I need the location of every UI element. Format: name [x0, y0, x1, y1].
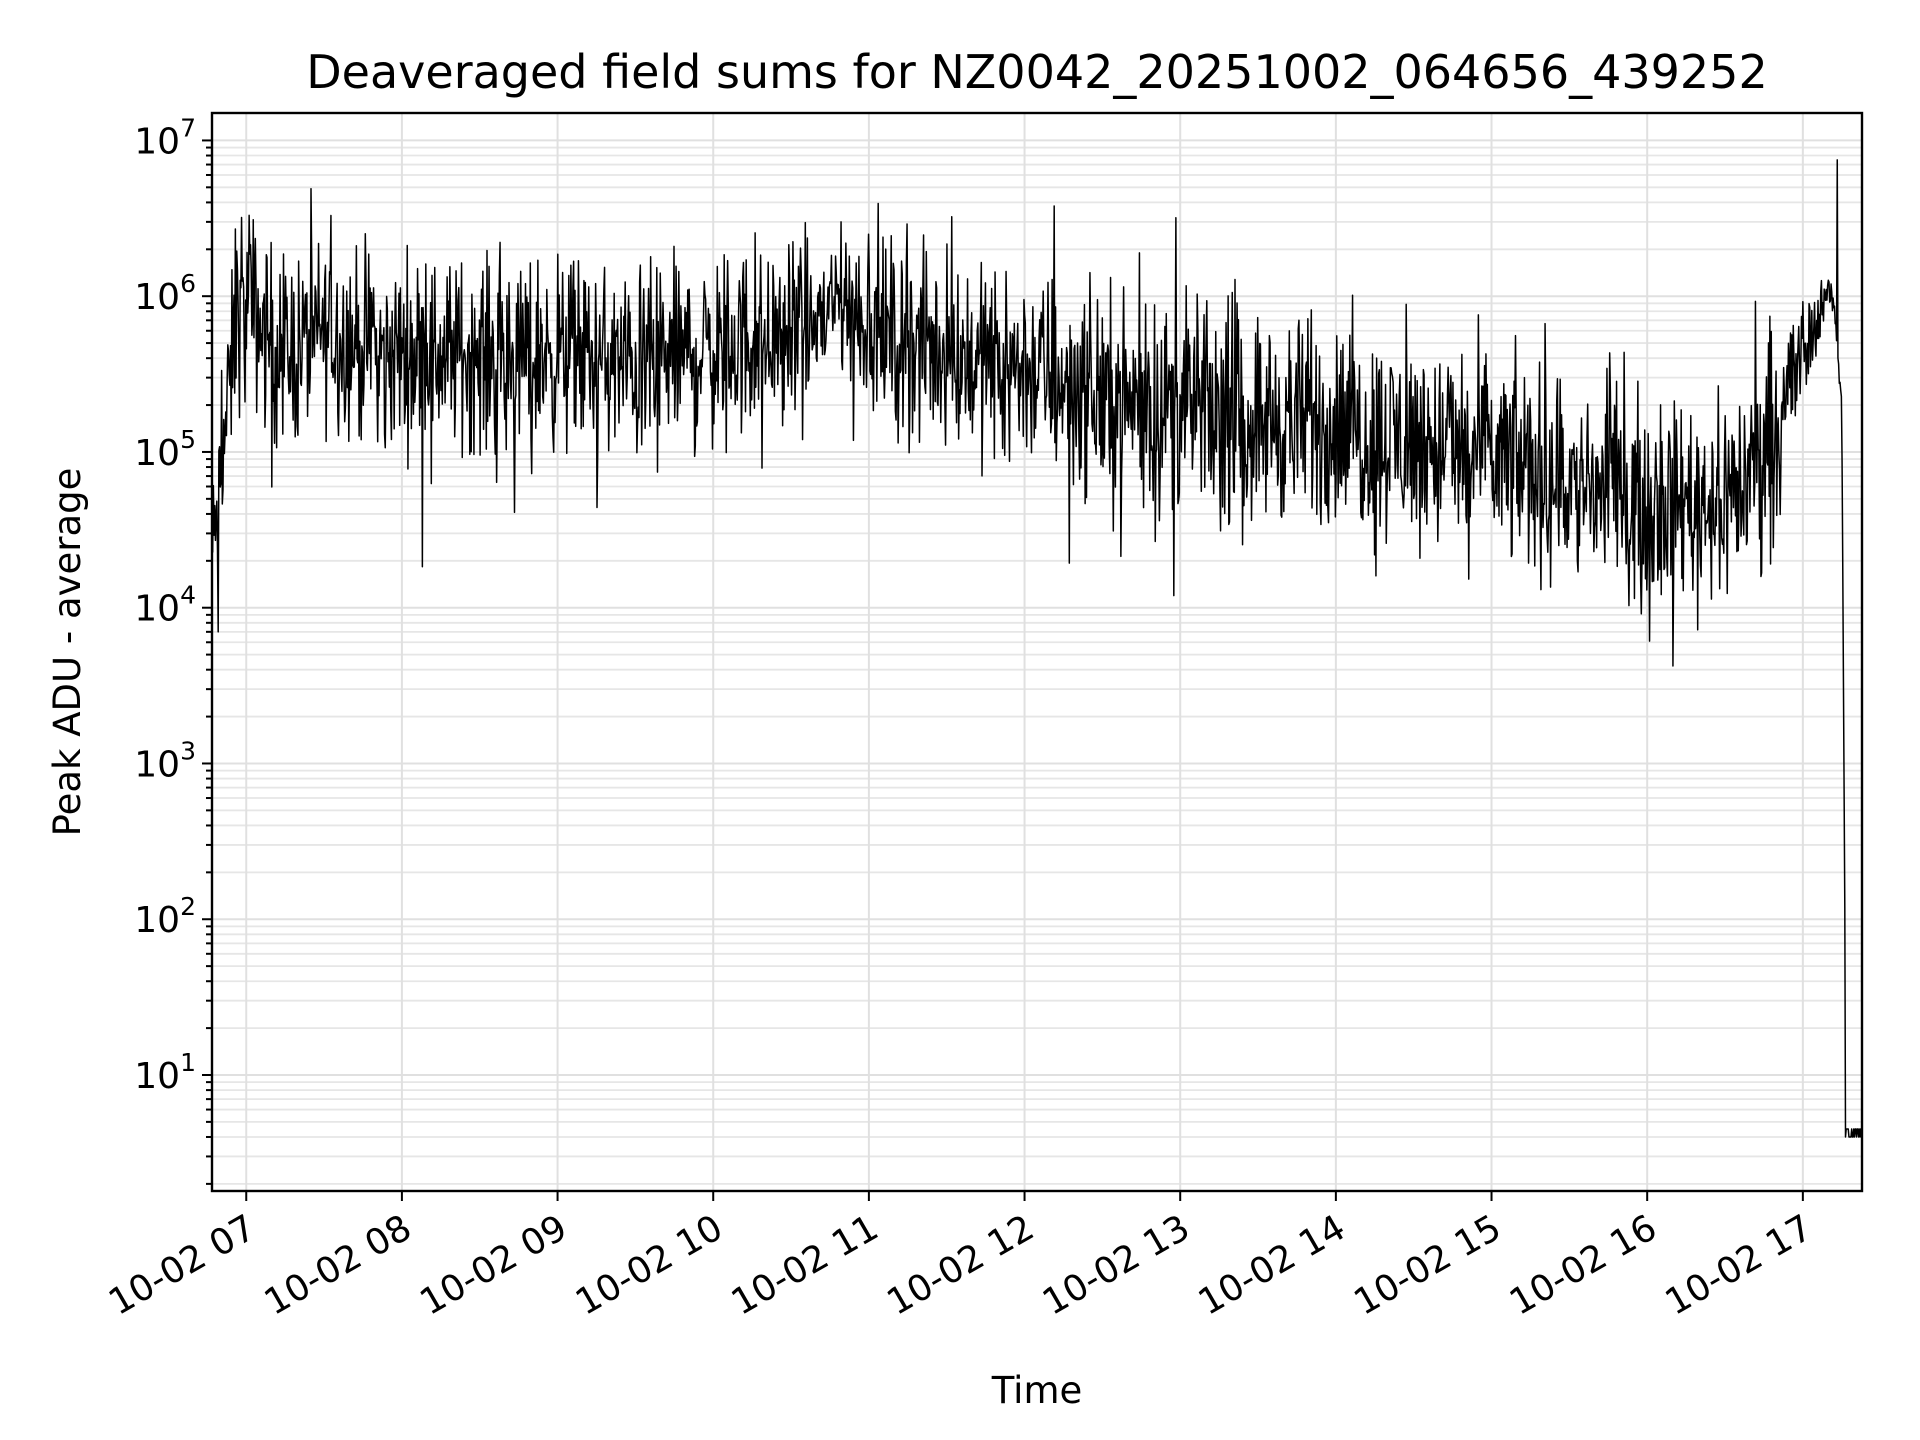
x-tick-label: 10-02 10 [569, 1207, 730, 1323]
plot-frame [210, 111, 1864, 1193]
x-tick-label: 10-02 07 [102, 1207, 263, 1323]
series-line [211, 159, 1863, 1138]
x-tick-label: 10-02 16 [1503, 1207, 1664, 1323]
x-tick-label: 10-02 12 [880, 1207, 1041, 1323]
x-axis-label: Time [991, 1369, 1083, 1412]
x-tick-label: 10-02 14 [1192, 1207, 1353, 1323]
y-tick-label: 101 [134, 1048, 196, 1097]
major-gridlines [212, 113, 1862, 1191]
y-tick-label: 106 [134, 269, 196, 318]
y-tick-label: 104 [134, 581, 196, 630]
y-tick-label: 107 [134, 113, 196, 162]
x-tick-label: 10-02 09 [413, 1207, 574, 1323]
chart-title: Deaveraged field sums for NZ0042_2025100… [306, 45, 1767, 99]
y-axis-label: Peak ADU - average [46, 468, 89, 837]
x-tick-label: 10-02 11 [725, 1207, 886, 1323]
x-tick-label: 10-02 08 [258, 1207, 419, 1323]
series-layer [211, 159, 1863, 1138]
x-tick-label: 10-02 13 [1036, 1207, 1197, 1323]
y-tick-label: 102 [134, 892, 196, 941]
y-tick-label: 103 [134, 736, 196, 785]
x-tick-label: 10-02 15 [1347, 1207, 1508, 1323]
x-tick-label: 10-02 17 [1659, 1207, 1820, 1323]
y-tick-label: 105 [134, 425, 196, 474]
y-axis-ticks: 101 102 103 104 105 106 107 [134, 113, 212, 1185]
